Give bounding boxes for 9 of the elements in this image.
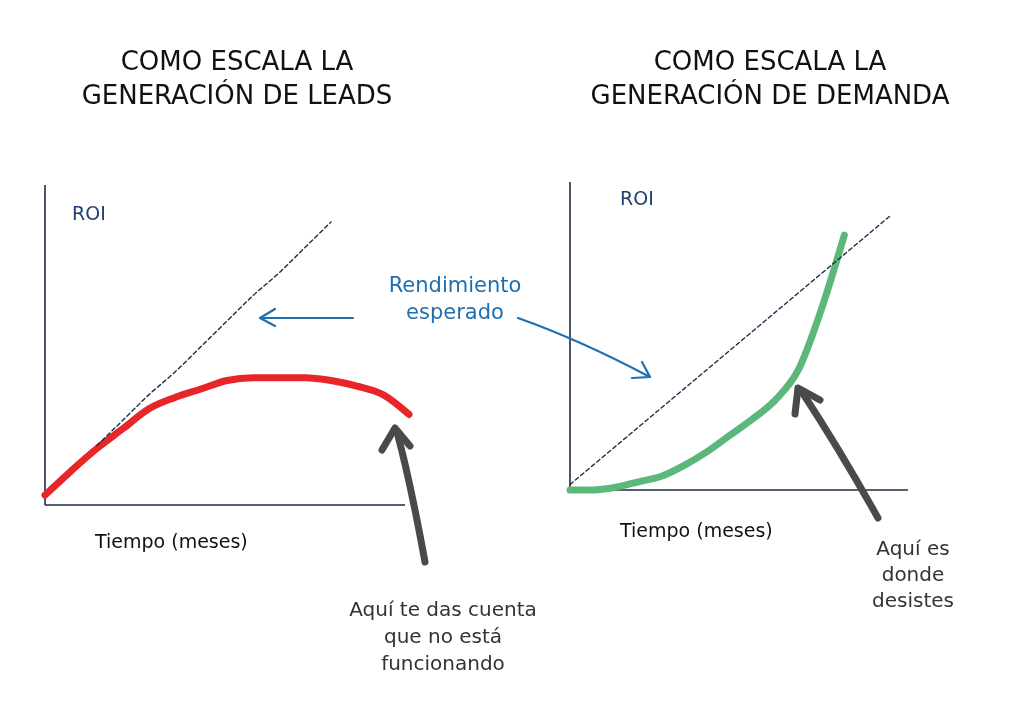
chart-title: COMO ESCALA LA GENERACIÓN DE DEMANDA [590, 46, 950, 110]
y-axis-title: ROI [620, 187, 654, 209]
text: Aquí es donde desistes [872, 536, 954, 612]
chart-title: COMO ESCALA LA GENERACIÓN DE LEADS [81, 46, 393, 110]
x-axis-title: Tiempo (meses) [94, 530, 248, 552]
x-axis-title: Tiempo (meses) [619, 519, 773, 541]
text: Aquí te das cuenta que no está funcionando [349, 597, 537, 675]
y-axis-title: ROI [72, 202, 106, 224]
annotation: Rendimiento esperado [388, 273, 522, 324]
